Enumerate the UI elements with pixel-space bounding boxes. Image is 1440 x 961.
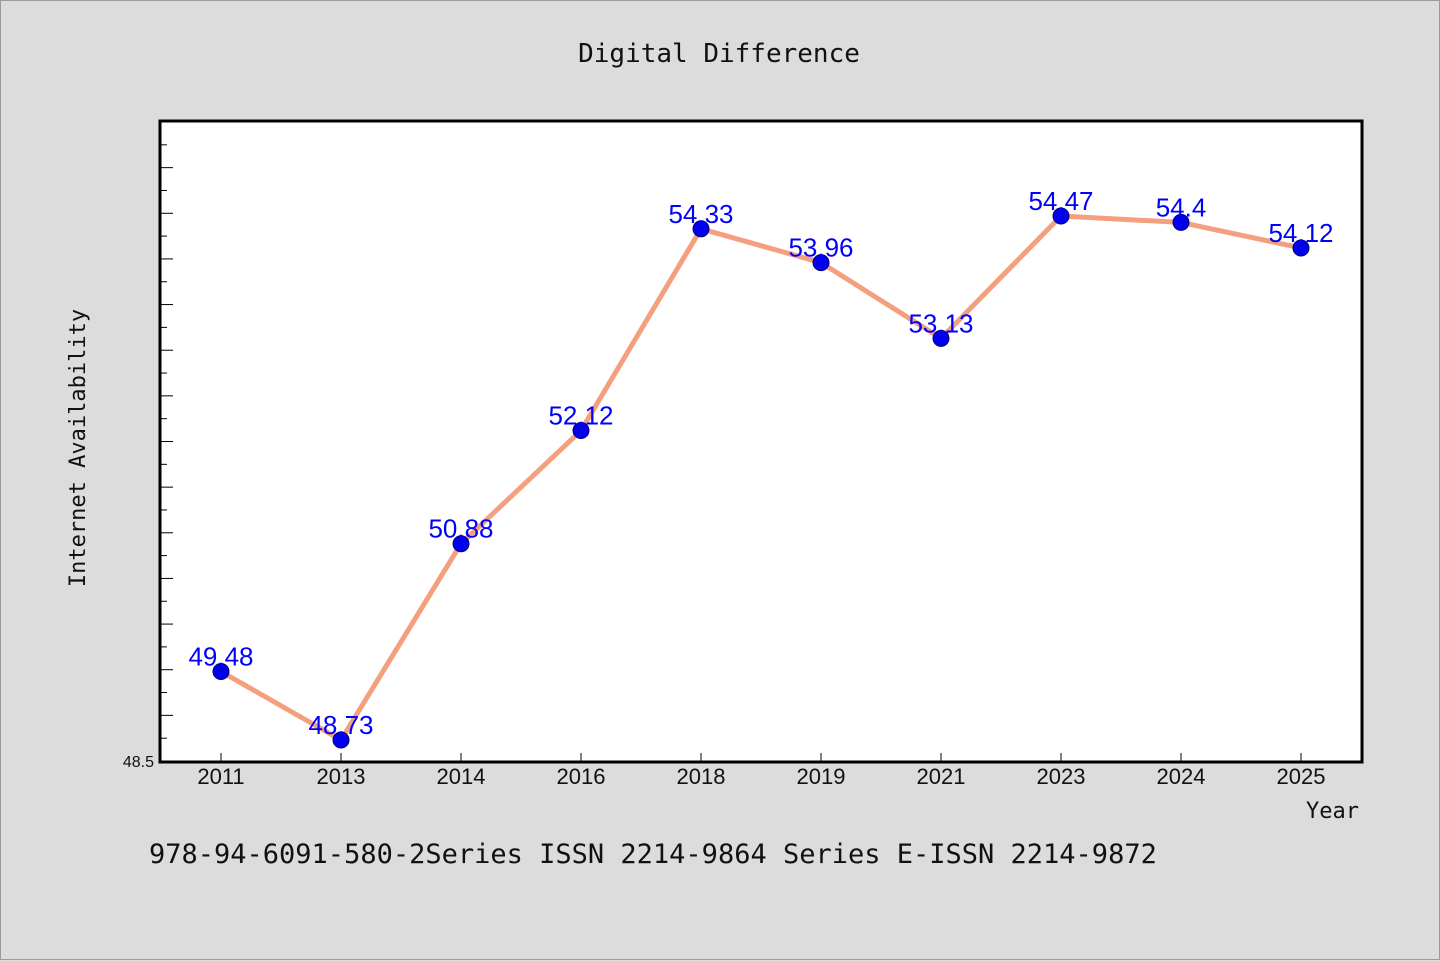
data-point [452, 535, 470, 553]
data-label: 49.48 [188, 642, 253, 672]
data-labels: 49.48 48.73 50.88 52.12 54.33 53.96 53.13 54.47… [188, 186, 1333, 740]
data-point [212, 663, 230, 681]
footer-text: 978-94-6091-580-2Series ISSN 2214-9864 S… [149, 839, 1157, 870]
x-tick-label: 2014 [437, 764, 486, 789]
x-tick-label: 2021 [917, 764, 966, 789]
y-axis-label: Internet Availability [66, 309, 91, 587]
x-tick-label: 2019 [797, 764, 846, 789]
data-point [572, 422, 590, 440]
series-line [219, 213, 1302, 743]
plot-area [158, 119, 1364, 764]
data-point [692, 220, 710, 238]
data-label: 54.12 [1268, 218, 1333, 248]
data-label: 52.12 [548, 401, 613, 431]
data-point [1292, 239, 1310, 257]
y-axis-ticks [161, 121, 173, 762]
data-point [1172, 213, 1190, 231]
x-axis-ticks: 2011 2013 2014 2016 2018 2019 2021 2023 2024 2025 [197, 753, 1325, 789]
x-tick-label: 2011 [197, 764, 244, 789]
chart-title: Digital Difference [578, 39, 860, 69]
data-label: 48.73 [308, 710, 373, 740]
data-point [332, 731, 350, 749]
data-point [1052, 207, 1070, 225]
x-tick-label: 2016 [557, 764, 606, 789]
data-label: 54.4 [1156, 192, 1207, 222]
x-tick-label: 2013 [317, 764, 366, 789]
data-point [932, 329, 950, 347]
data-label: 53.13 [908, 308, 973, 338]
x-tick-label: 2023 [1037, 764, 1086, 789]
x-tick-label: 2018 [677, 764, 726, 789]
data-label: 50.88 [428, 514, 493, 544]
data-point [812, 254, 830, 272]
x-tick-label: 2025 [1277, 764, 1326, 789]
series-markers [212, 207, 1310, 749]
data-label: 54.33 [668, 199, 733, 229]
data-label: 54.47 [1028, 186, 1093, 216]
x-tick-label: 2024 [1157, 764, 1206, 789]
data-label: 53.96 [788, 233, 853, 263]
x-axis-label: Year [1306, 799, 1359, 824]
y-tick-label: 48.5 [123, 754, 154, 771]
